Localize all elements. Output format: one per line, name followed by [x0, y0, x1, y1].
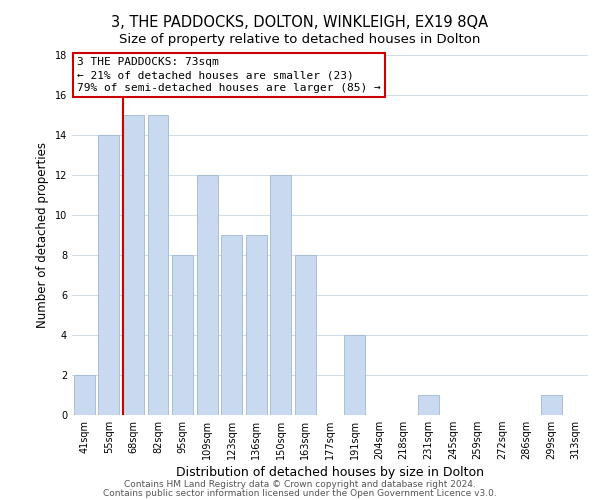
- Bar: [197, 175, 218, 415]
- Y-axis label: Number of detached properties: Number of detached properties: [36, 142, 49, 328]
- Bar: [172, 255, 193, 415]
- Bar: [418, 395, 439, 415]
- Bar: [123, 115, 144, 415]
- Bar: [541, 395, 562, 415]
- Bar: [246, 235, 267, 415]
- Bar: [344, 335, 365, 415]
- Text: Contains HM Land Registry data © Crown copyright and database right 2024.: Contains HM Land Registry data © Crown c…: [124, 480, 476, 489]
- Bar: [98, 135, 119, 415]
- Bar: [221, 235, 242, 415]
- Text: 3, THE PADDOCKS, DOLTON, WINKLEIGH, EX19 8QA: 3, THE PADDOCKS, DOLTON, WINKLEIGH, EX19…: [112, 15, 488, 30]
- Bar: [271, 175, 292, 415]
- Bar: [295, 255, 316, 415]
- Bar: [74, 375, 95, 415]
- Text: Contains public sector information licensed under the Open Government Licence v3: Contains public sector information licen…: [103, 488, 497, 498]
- Bar: [148, 115, 169, 415]
- Text: Size of property relative to detached houses in Dolton: Size of property relative to detached ho…: [119, 32, 481, 46]
- X-axis label: Distribution of detached houses by size in Dolton: Distribution of detached houses by size …: [176, 466, 484, 479]
- Text: 3 THE PADDOCKS: 73sqm
← 21% of detached houses are smaller (23)
79% of semi-deta: 3 THE PADDOCKS: 73sqm ← 21% of detached …: [77, 57, 381, 93]
